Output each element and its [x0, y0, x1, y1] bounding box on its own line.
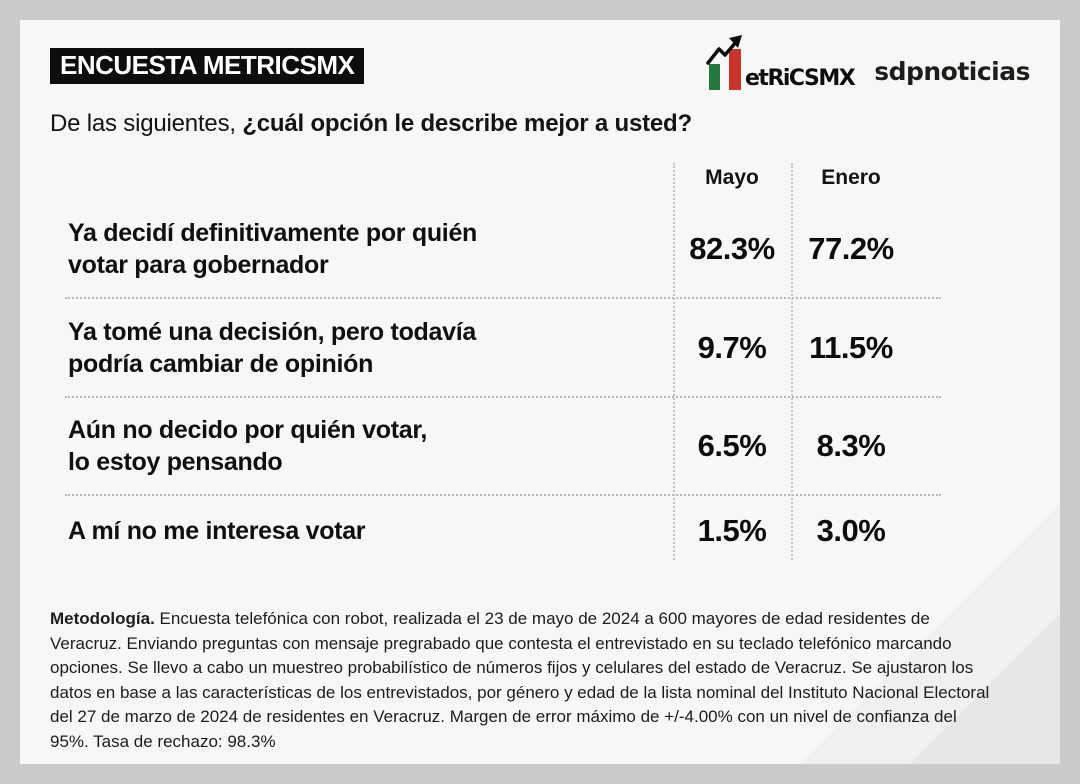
row-label: Aún no decido por quién votar, lo estoy … [68, 416, 428, 476]
column-header-enero: Enero [821, 165, 881, 189]
logo-bar-red [729, 49, 742, 90]
growth-arrow-icon [706, 35, 743, 65]
value-mayo: 82.3% [689, 230, 775, 266]
value-mayo: 6.5% [697, 428, 767, 463]
value-enero: 3.0% [816, 513, 886, 548]
column-header-mayo: Mayo [705, 165, 759, 189]
table-header-row: Mayo Enero [65, 155, 941, 200]
logo-bar-green [709, 64, 721, 90]
value-enero: 11.5% [809, 329, 893, 365]
value-mayo: 1.5% [697, 513, 767, 548]
question-emphasis: ¿cuál opción le describe mejor a usted? [242, 110, 692, 137]
survey-card: ENCUESTA METRICSMX etRiCSMX sdpnoticias … [20, 20, 1060, 764]
question-title: De las siguientes, ¿cuál opción le descr… [50, 110, 692, 138]
table-row: Ya decidí definitivamente por quién vota… [65, 200, 941, 297]
table-row: Aún no decido por quién votar, lo estoy … [65, 396, 941, 494]
metricsmx-logo: etRiCSMX [706, 35, 856, 91]
column-divider-right [791, 163, 793, 560]
value-enero: 8.3% [816, 428, 886, 463]
logo-group: etRiCSMX sdpnoticias [706, 35, 1030, 91]
metricsmx-logo-text: etRiCSMX [745, 66, 856, 91]
question-prefix: De las siguientes, [50, 110, 243, 137]
table-row: A mí no me interesa votar 1.5% 3.0% [65, 494, 941, 566]
value-enero: 77.2% [808, 230, 894, 266]
row-label: A mí no me interesa votar [68, 517, 366, 545]
row-label: Ya tomé una decisión, pero todavía podrí… [68, 317, 476, 378]
results-table: Mayo Enero Ya decidí definitivamente por… [65, 155, 941, 566]
row-label: Ya decidí definitivamente por quién vota… [68, 218, 478, 279]
methodology-note: Metodología. Encuesta telefónica con rob… [50, 607, 998, 754]
encuesta-badge: ENCUESTA METRICSMX [50, 48, 365, 84]
value-mayo: 9.7% [697, 329, 767, 365]
methodology-text: Encuesta telefónica con robot, realizada… [50, 609, 990, 751]
sdpnoticias-logo: sdpnoticias [874, 57, 1030, 86]
table-row: Ya tomé una decisión, pero todavía podrí… [65, 297, 941, 396]
methodology-label: Metodología. [50, 609, 155, 628]
column-divider-left [673, 163, 675, 560]
